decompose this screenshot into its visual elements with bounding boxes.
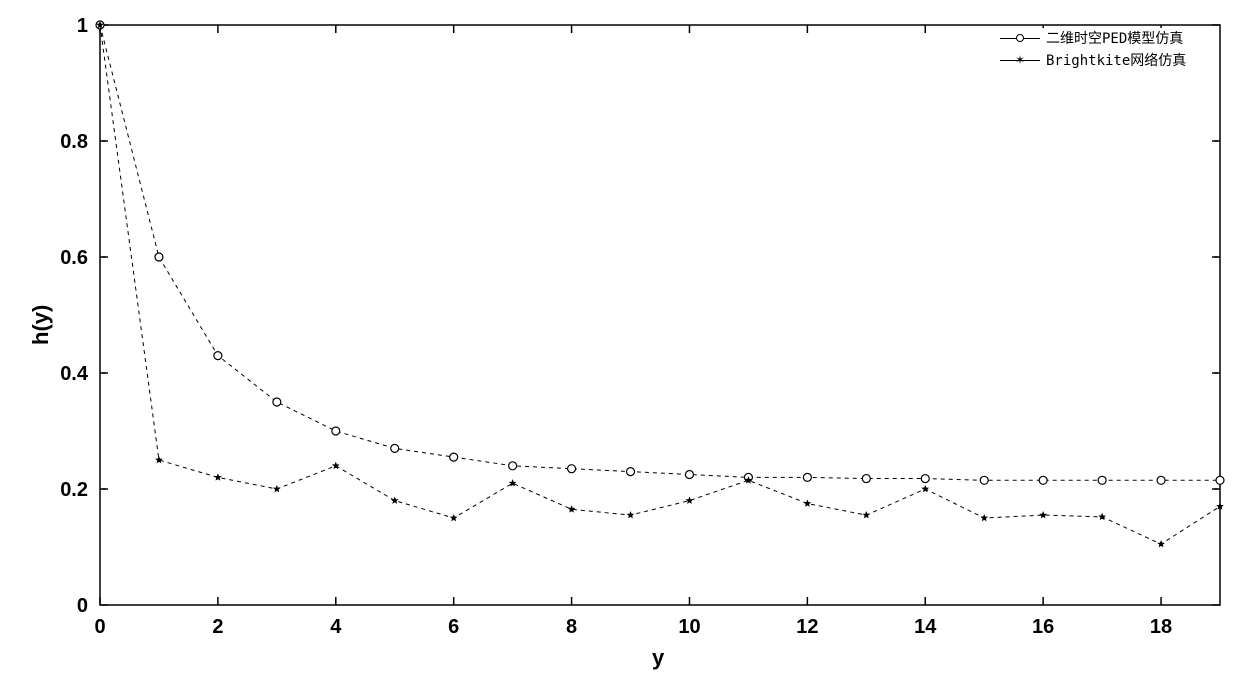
- x-tick-label: 0: [94, 616, 105, 638]
- y-tick-label: 0.2: [60, 479, 88, 501]
- series-marker-star: [215, 474, 221, 479]
- x-tick-label: 6: [448, 616, 459, 638]
- series-marker-circle: [568, 465, 576, 473]
- series-line-0: [100, 25, 1220, 480]
- chart-svg: 0 2 4 6 8 10 12 14 16 18 0 0.2 0.4 0.6 0.8 1: [10, 10, 1230, 685]
- series-marker-circle: [509, 462, 517, 470]
- legend-marker: ✶: [1000, 60, 1040, 61]
- series-marker-circle: [1039, 476, 1047, 484]
- y-tick-label: 1: [77, 15, 88, 37]
- series-marker-circle: [273, 398, 281, 406]
- series-marker-star: [981, 515, 987, 520]
- series-marker-circle: [450, 453, 458, 461]
- series-marker-star: [392, 498, 398, 503]
- legend-item-1: ✶ Brightkite网络仿真: [1000, 50, 1186, 70]
- series-marker-circle: [803, 473, 811, 481]
- series-marker-circle: [332, 427, 340, 435]
- series-marker-star: [687, 498, 693, 503]
- series-marker-circle: [1216, 476, 1224, 484]
- series-marker-circle: [214, 352, 222, 360]
- series-marker-circle: [980, 476, 988, 484]
- legend-label: Brightkite网络仿真: [1046, 50, 1186, 70]
- x-tick-label: 16: [1032, 616, 1054, 638]
- series-marker-star: [1040, 512, 1046, 517]
- legend: 二维时空PED模型仿真 ✶ Brightkite网络仿真: [1000, 28, 1186, 72]
- series-marker-star: [569, 506, 575, 511]
- series-marker-star: [922, 486, 928, 491]
- legend-item-0: 二维时空PED模型仿真: [1000, 28, 1186, 48]
- x-axis-label: y: [652, 645, 664, 671]
- y-tick-label: 0.8: [60, 131, 88, 153]
- series-marker-star: [156, 457, 162, 462]
- y-axis-label: h(y): [28, 305, 54, 345]
- series-marker-circle: [1098, 476, 1106, 484]
- series-marker-circle: [391, 444, 399, 452]
- series-marker-circle: [1157, 476, 1165, 484]
- y-tick-label: 0: [77, 595, 88, 617]
- y-tick-label: 0.4: [60, 363, 89, 385]
- x-tick-label: 10: [678, 616, 700, 638]
- series-marker-star: [628, 512, 634, 517]
- x-tick-label: 12: [796, 616, 818, 638]
- y-tick-label: 0.6: [60, 247, 88, 269]
- x-tick-label: 4: [330, 616, 342, 638]
- series-marker-star: [451, 515, 457, 520]
- series-line-1: [100, 25, 1220, 544]
- series-marker-star: [1158, 541, 1164, 546]
- series-marker-star: [274, 486, 280, 491]
- x-tick-label: 2: [212, 616, 223, 638]
- series-marker-star: [1099, 514, 1105, 519]
- circle-icon: [1016, 34, 1024, 42]
- star-icon: ✶: [1015, 53, 1025, 67]
- series-marker-circle: [627, 468, 635, 476]
- series-marker-circle: [921, 475, 929, 483]
- series-marker-circle: [155, 253, 163, 261]
- x-tick-label: 14: [914, 616, 937, 638]
- series-marker-circle: [685, 471, 693, 479]
- chart-container: 0 2 4 6 8 10 12 14 16 18 0 0.2 0.4 0.6 0.8 1 h(y) y 二维时…: [10, 10, 1230, 685]
- series-marker-star: [1217, 503, 1223, 508]
- legend-label: 二维时空PED模型仿真: [1046, 28, 1183, 48]
- x-tick-label: 8: [566, 616, 577, 638]
- series-marker-circle: [862, 475, 870, 483]
- x-tick-label: 18: [1150, 616, 1172, 638]
- series-marker-star: [805, 501, 811, 506]
- legend-marker: [1000, 38, 1040, 39]
- series-marker-star: [863, 512, 869, 517]
